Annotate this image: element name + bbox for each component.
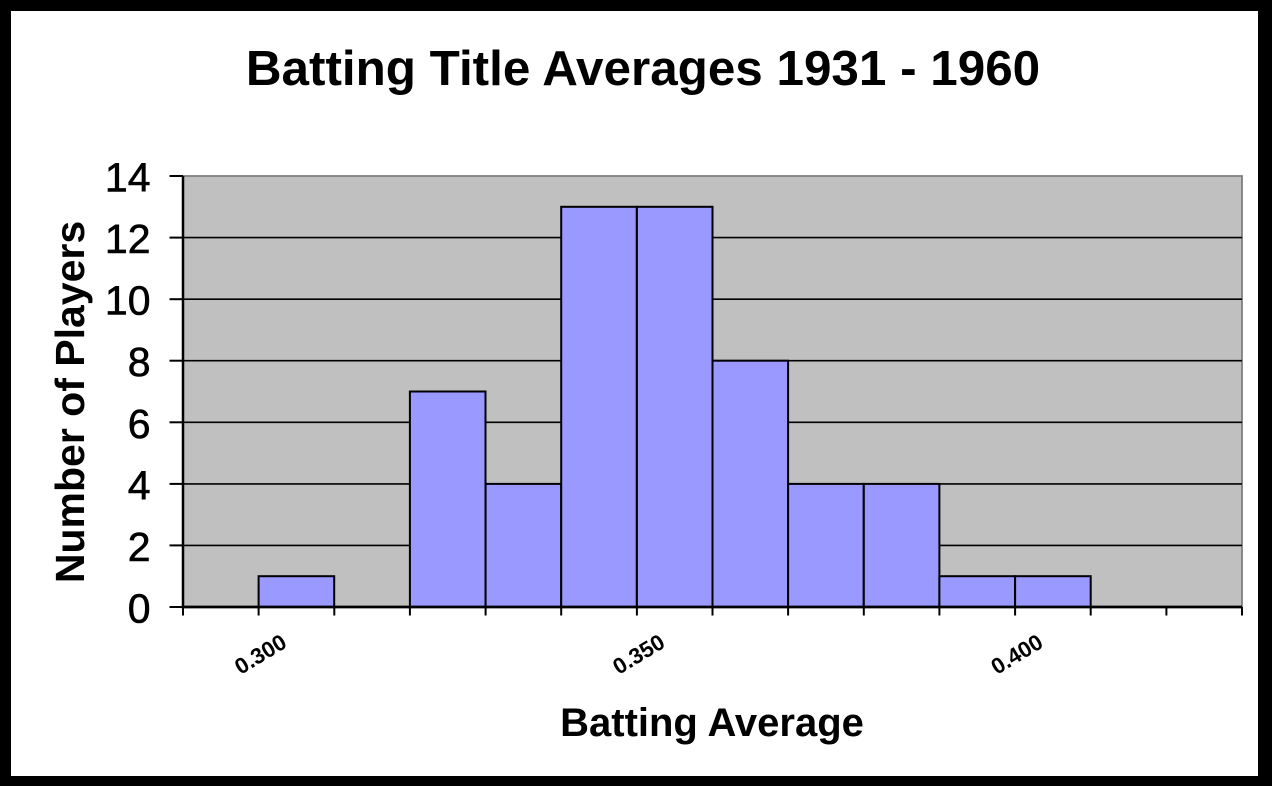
svg-text:6: 6: [128, 401, 151, 447]
svg-text:2: 2: [128, 524, 151, 570]
svg-text:4: 4: [128, 462, 151, 508]
svg-text:Batting Title Averages 1931 -: Batting Title Averages 1931 - 1960: [246, 41, 1040, 96]
svg-text:Number of Players: Number of Players: [47, 221, 93, 583]
svg-text:0: 0: [128, 586, 151, 632]
svg-text:14: 14: [105, 155, 151, 201]
svg-text:8: 8: [128, 339, 151, 385]
svg-text:Batting Average: Batting Average: [560, 701, 864, 745]
svg-text:10: 10: [105, 278, 151, 324]
svg-text:12: 12: [105, 216, 151, 262]
